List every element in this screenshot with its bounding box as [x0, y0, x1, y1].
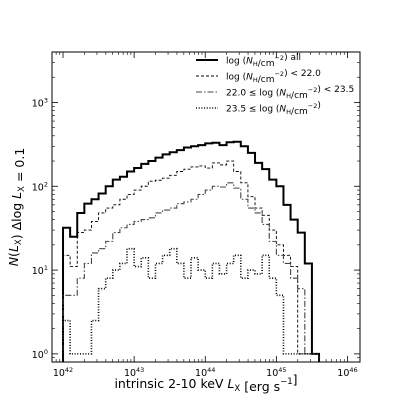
x-axis-label: intrinsic 2-10 keV LX [erg s−1]: [114, 372, 297, 394]
y-axis-label: N(LX) Δlog LX = 0.1: [6, 148, 27, 267]
y-tick-label: 100: [32, 348, 48, 361]
legend-label-3: 22.0 ≤ log (NH/cm−2) < 23.5: [226, 85, 354, 101]
legend-label-1: log (NH/cm−2) all: [226, 53, 301, 69]
y-tick-label: 103: [32, 96, 48, 109]
x-tick-label: 1044: [195, 366, 215, 379]
ticks-layer: 1042 1043 1044 1045 1046 100 101 102 103: [32, 52, 360, 379]
legend-label-2: log (NH/cm−2) < 22.0: [226, 69, 321, 85]
plot-frame: [51, 51, 361, 363]
series-line-1: [62, 140, 321, 362]
x-tick-label: 1043: [124, 366, 144, 379]
series-line-4: [62, 247, 320, 362]
x-tick-label: 1042: [53, 366, 73, 379]
y-tick-label: 101: [32, 264, 48, 277]
x-tick-label: 1046: [337, 366, 357, 379]
y-tick-label: 102: [32, 180, 48, 193]
series-line-3: [62, 182, 320, 362]
legend-label-4: 23.5 ≤ log (NH/cm−2): [226, 101, 321, 117]
series-layer: [62, 140, 321, 362]
x-tick-label: 1045: [266, 366, 286, 379]
